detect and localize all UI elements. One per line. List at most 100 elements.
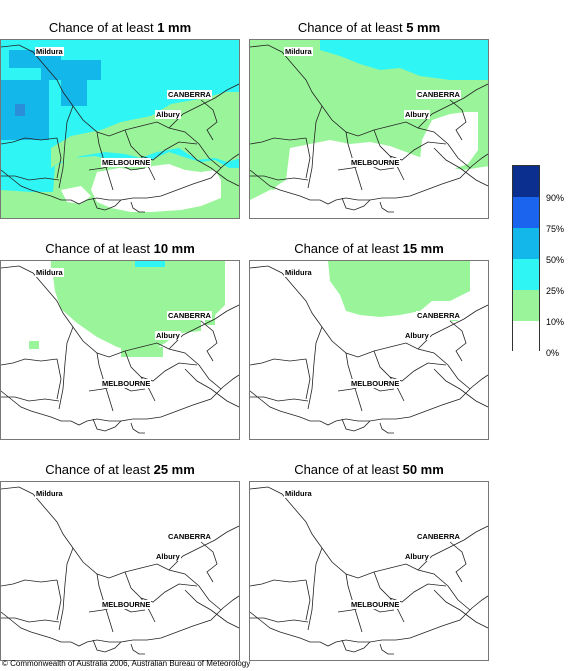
place-label-albury: Albury <box>404 552 430 561</box>
probability-area-25to50 <box>135 261 165 267</box>
place-label-albury: Albury <box>404 110 430 119</box>
place-label-mildura: Mildura <box>284 47 313 56</box>
place-label-melbourne: MELBOURNE <box>350 379 401 388</box>
boundary-line <box>200 320 218 362</box>
boundary-line <box>200 99 218 141</box>
panel-title-prefix: Chance of at least <box>294 241 403 256</box>
boundary-line <box>307 105 323 189</box>
place-label-melbourne: MELBOURNE <box>101 600 152 609</box>
panel-title-prefix: Chance of at least <box>45 462 154 477</box>
panel-title-amount: 5 mm <box>406 20 441 35</box>
boundary-line <box>305 137 311 179</box>
probability-area-10to25 <box>51 261 225 351</box>
boundary-line <box>341 418 371 432</box>
boundary-line <box>1 175 60 181</box>
boundary-line <box>92 418 122 432</box>
boundary-line <box>124 571 198 603</box>
legend-swatch-25to50 <box>513 259 539 290</box>
place-label-mildura: Mildura <box>284 489 313 498</box>
legend-swatch-lt10 <box>513 321 539 352</box>
probability-area-25to50 <box>320 40 488 80</box>
boundary-line <box>250 579 307 587</box>
boundary-line <box>96 352 114 412</box>
boundary-line <box>307 547 323 631</box>
boundary-line <box>1 396 60 402</box>
boundary-line <box>433 147 488 187</box>
boundary-line <box>250 396 309 402</box>
legend-label-90: 90% <box>546 193 565 203</box>
boundary-line <box>1 579 58 587</box>
boundary-line <box>1 137 58 145</box>
place-label-albury: Albury <box>155 552 181 561</box>
boundary-line <box>58 105 74 189</box>
place-label-albury: Albury <box>155 331 181 340</box>
boundary-line <box>1 358 58 366</box>
probability-area-lt10 <box>61 186 91 204</box>
map-50mm: Mildura CANBERRA Albury MELBOURNE <box>249 481 489 661</box>
place-label-melbourne: MELBOURNE <box>350 158 401 167</box>
legend-label-50: 50% <box>546 255 565 265</box>
place-label-mildura: Mildura <box>35 489 64 498</box>
map-25mm: Mildura CANBERRA Albury MELBOURNE <box>0 481 240 661</box>
probability-legend <box>512 165 540 352</box>
boundary-line <box>1 374 239 426</box>
boundary-line <box>124 129 198 161</box>
boundary-line <box>58 326 74 410</box>
probability-area-10to25 <box>51 92 239 168</box>
panel-title-amount: 25 mm <box>153 462 195 477</box>
boundary-line <box>305 579 311 621</box>
copyright-notice: © Commonwealth of Australia 2006, Austra… <box>2 659 251 668</box>
boundary-line <box>373 129 447 161</box>
boundary-line <box>250 358 307 366</box>
place-label-mildura: Mildura <box>35 268 64 277</box>
map-canvas <box>1 261 239 434</box>
map-canvas <box>250 40 488 218</box>
legend-label-0: 0% <box>546 348 560 358</box>
boundary-line <box>449 320 467 362</box>
boundary-line <box>250 137 307 145</box>
state-borders <box>1 44 239 213</box>
place-label-albury: Albury <box>155 110 181 119</box>
boundary-line <box>56 358 62 400</box>
place-label-melbourne: MELBOURNE <box>101 158 152 167</box>
boundary-line <box>1 153 239 205</box>
legend-label-10: 10% <box>546 317 565 327</box>
probability-area-50to75 <box>41 60 101 80</box>
boundary-line <box>1 486 222 611</box>
legend-label-25: 25% <box>546 286 565 296</box>
boundary-line <box>1 44 222 169</box>
boundary-line <box>184 368 239 408</box>
boundary-line <box>250 486 471 611</box>
boundary-line <box>58 547 74 631</box>
boundary-line <box>130 643 145 655</box>
boundary-line <box>184 589 239 629</box>
map-10mm: Mildura CANBERRA Albury MELBOURNE <box>0 260 240 440</box>
boundary-line <box>96 131 114 191</box>
panel-title-amount: 1 mm <box>157 20 192 35</box>
panel-title-prefix: Chance of at least <box>294 462 403 477</box>
place-label-canberra: CANBERRA <box>167 532 212 541</box>
boundary-line <box>379 422 394 434</box>
boundary-line <box>56 137 62 179</box>
boundary-line <box>341 197 371 211</box>
boundary-line <box>305 358 311 400</box>
boundary-line <box>379 201 394 213</box>
boundary-line <box>250 175 309 181</box>
panel-title-amount: 10 mm <box>153 241 195 256</box>
state-borders <box>250 265 488 434</box>
boundary-line <box>250 44 471 169</box>
probability-area-10to25 <box>328 261 470 317</box>
boundary-line <box>373 350 447 382</box>
legend-swatch-ge90 <box>513 166 539 197</box>
map-15mm: Mildura CANBERRA Albury MELBOURNE <box>249 260 489 440</box>
boundary-line <box>200 541 218 583</box>
legend-swatch-75to90 <box>513 197 539 228</box>
boundary-line <box>449 99 467 141</box>
probability-area-75to90 <box>15 104 25 116</box>
boundary-line <box>379 643 394 655</box>
boundary-line <box>433 589 488 629</box>
boundary-line <box>1 617 60 623</box>
panel-title-15mm: Chance of at least 15 mm <box>249 241 489 256</box>
boundary-line <box>250 153 488 205</box>
boundary-line <box>373 571 447 603</box>
